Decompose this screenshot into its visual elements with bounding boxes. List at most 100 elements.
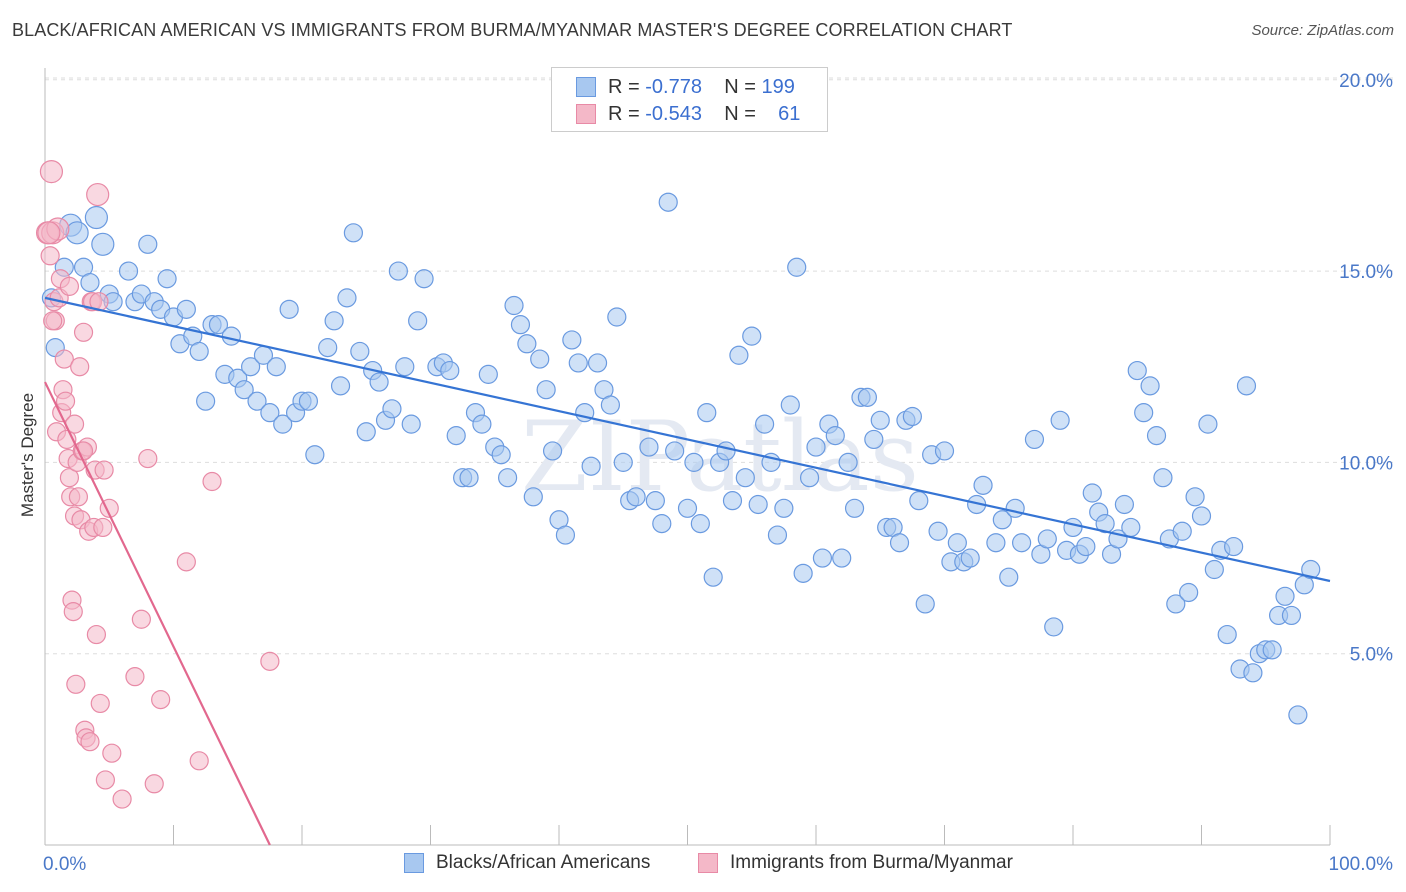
data-point	[125, 667, 145, 687]
data-point	[1217, 624, 1237, 645]
series-name-blue: Blacks/African Americans	[436, 852, 651, 873]
data-point	[86, 182, 110, 207]
data-point	[343, 223, 363, 243]
data-point	[1185, 487, 1205, 507]
data-point	[202, 471, 222, 492]
legend-r-label: R =	[608, 102, 640, 125]
data-point	[832, 548, 852, 568]
data-point	[279, 299, 299, 319]
data-point	[138, 448, 158, 469]
chart-title: BLACK/AFRICAN AMERICAN VS IMMIGRANTS FRO…	[12, 20, 1013, 40]
data-point	[909, 491, 929, 511]
legend-n-value: 61	[778, 102, 801, 125]
data-point	[812, 548, 833, 568]
data-point	[66, 674, 86, 694]
data-point	[530, 349, 550, 369]
data-point	[247, 391, 267, 411]
series-legend: Blacks/African Americans Immigrants from…	[0, 852, 1406, 878]
axes	[44, 68, 1331, 846]
data-point	[1204, 559, 1224, 580]
data-point	[1288, 705, 1308, 725]
data-point	[1179, 582, 1199, 603]
data-point	[536, 380, 556, 400]
data-point	[260, 651, 280, 671]
data-point	[568, 353, 588, 373]
correlation-legend: R = -0.778 N = 199 R = -0.543 N = 61	[551, 67, 828, 132]
data-point	[73, 322, 94, 342]
data-point	[1172, 521, 1192, 541]
data-point	[1024, 429, 1045, 450]
data-point	[581, 456, 601, 476]
data-point	[196, 391, 216, 411]
data-point	[857, 387, 878, 407]
data-point	[947, 533, 967, 553]
data-point	[298, 391, 319, 411]
series-swatch-pink	[698, 853, 718, 873]
data-point	[369, 372, 389, 392]
data-point	[55, 391, 76, 411]
data-point	[825, 426, 845, 446]
data-point	[787, 257, 807, 277]
data-point	[93, 517, 113, 538]
legend-row-blue: R = -0.778 N = 199	[576, 74, 795, 100]
data-point	[928, 521, 948, 541]
legend-n-label: N =	[724, 75, 756, 98]
data-point	[523, 487, 543, 507]
data-point	[555, 525, 576, 545]
data-point	[735, 468, 755, 488]
data-point	[838, 452, 858, 472]
y-tick-label: 10.0%	[1339, 453, 1393, 474]
y-tick-label: 5.0%	[1350, 645, 1393, 666]
data-point	[1262, 640, 1282, 660]
data-point	[1114, 494, 1135, 515]
data-point	[754, 414, 775, 434]
data-point	[260, 403, 280, 423]
data-point	[131, 609, 151, 629]
data-point	[613, 452, 633, 472]
data-point	[478, 364, 498, 384]
data-point	[95, 770, 115, 790]
y-tick-label: 20.0%	[1339, 71, 1393, 92]
data-point	[1011, 533, 1032, 553]
data-point	[39, 160, 64, 184]
series-swatch-blue	[404, 853, 424, 873]
data-point	[1044, 617, 1064, 637]
data-point	[91, 232, 115, 256]
data-point	[395, 357, 415, 377]
data-point	[138, 234, 158, 254]
data-point	[40, 246, 60, 266]
data-point	[43, 311, 63, 331]
data-point	[1146, 426, 1167, 446]
data-point	[491, 445, 511, 465]
data-point	[1037, 529, 1057, 549]
data-point	[273, 414, 293, 434]
data-point	[472, 414, 492, 434]
data-point	[517, 334, 537, 354]
legend-n-value: 199	[761, 75, 795, 98]
trendline-blue	[44, 296, 1331, 583]
data-point	[658, 192, 678, 212]
data-point	[350, 341, 370, 362]
data-point	[562, 330, 582, 350]
data-point	[408, 311, 428, 331]
data-point	[742, 326, 762, 346]
data-point	[504, 295, 524, 316]
data-point	[774, 498, 794, 518]
source-label: Source: ZipAtlas.com	[1251, 22, 1394, 39]
data-point	[446, 426, 466, 446]
data-point	[844, 498, 865, 518]
data-point	[1134, 403, 1154, 423]
data-point	[498, 468, 518, 488]
tick-labels: 5.0% 10.0% 15.0% 20.0% 0.0% 100.0%	[43, 71, 1393, 875]
data-point	[934, 441, 955, 461]
data-point	[80, 272, 100, 293]
data-point	[388, 261, 408, 281]
data-point	[37, 221, 61, 245]
data-point	[80, 732, 100, 752]
data-point	[157, 269, 177, 289]
data-point	[1281, 605, 1302, 626]
data-point	[864, 429, 884, 450]
data-point	[324, 311, 344, 331]
data-point	[889, 533, 910, 553]
data-point	[1050, 410, 1070, 430]
